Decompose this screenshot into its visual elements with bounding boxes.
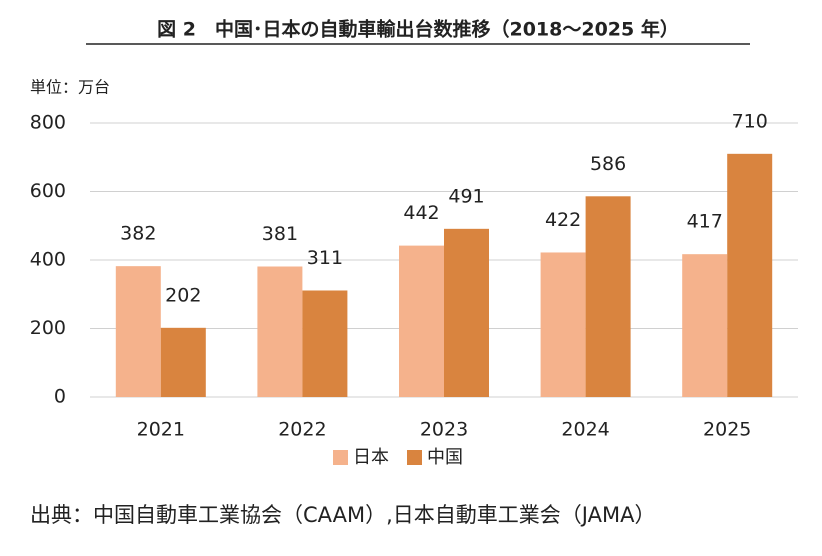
bar (727, 153, 773, 397)
bar (257, 266, 303, 397)
legend-label: 日本 (353, 447, 389, 468)
value-label: 417 (687, 211, 723, 233)
value-label: 586 (590, 153, 626, 175)
x-tick-label: 2022 (278, 419, 326, 441)
legend-swatch (407, 450, 422, 465)
y-tick-label: 400 (30, 249, 66, 271)
value-label: 710 (732, 110, 768, 132)
y-tick-label: 200 (30, 317, 66, 339)
value-label: 382 (120, 223, 156, 245)
value-label: 422 (545, 209, 581, 231)
x-tick-label: 2021 (137, 419, 185, 441)
value-label: 381 (262, 223, 298, 245)
value-label: 491 (448, 185, 484, 207)
x-tick-label: 2024 (561, 419, 609, 441)
y-tick-label: 600 (30, 180, 66, 202)
unit-label: 単位：万台 (30, 78, 110, 97)
chart-title: 図 2 中国･日本の自動車輸出台数推移（2018～2025 年） (157, 18, 679, 41)
value-label: 311 (307, 247, 343, 269)
bar (682, 254, 728, 397)
bar (540, 252, 586, 397)
bar (444, 228, 489, 397)
bar (399, 245, 444, 397)
x-tick-label: 2025 (703, 419, 751, 441)
source: 出典：中国自動車工業協会（CAAM）,日本自動車工業会（JAMA） (30, 503, 655, 527)
legend-label: 中国 (427, 447, 463, 468)
value-label: 442 (403, 202, 439, 224)
y-tick-label: 0 (54, 386, 66, 408)
value-label: 202 (165, 284, 201, 306)
bar (115, 266, 161, 397)
bar (302, 290, 348, 397)
x-tick-label: 2023 (420, 419, 468, 441)
bar (160, 327, 206, 397)
bar (585, 196, 631, 397)
legend-swatch (333, 450, 348, 465)
y-tick-label: 800 (30, 112, 66, 134)
